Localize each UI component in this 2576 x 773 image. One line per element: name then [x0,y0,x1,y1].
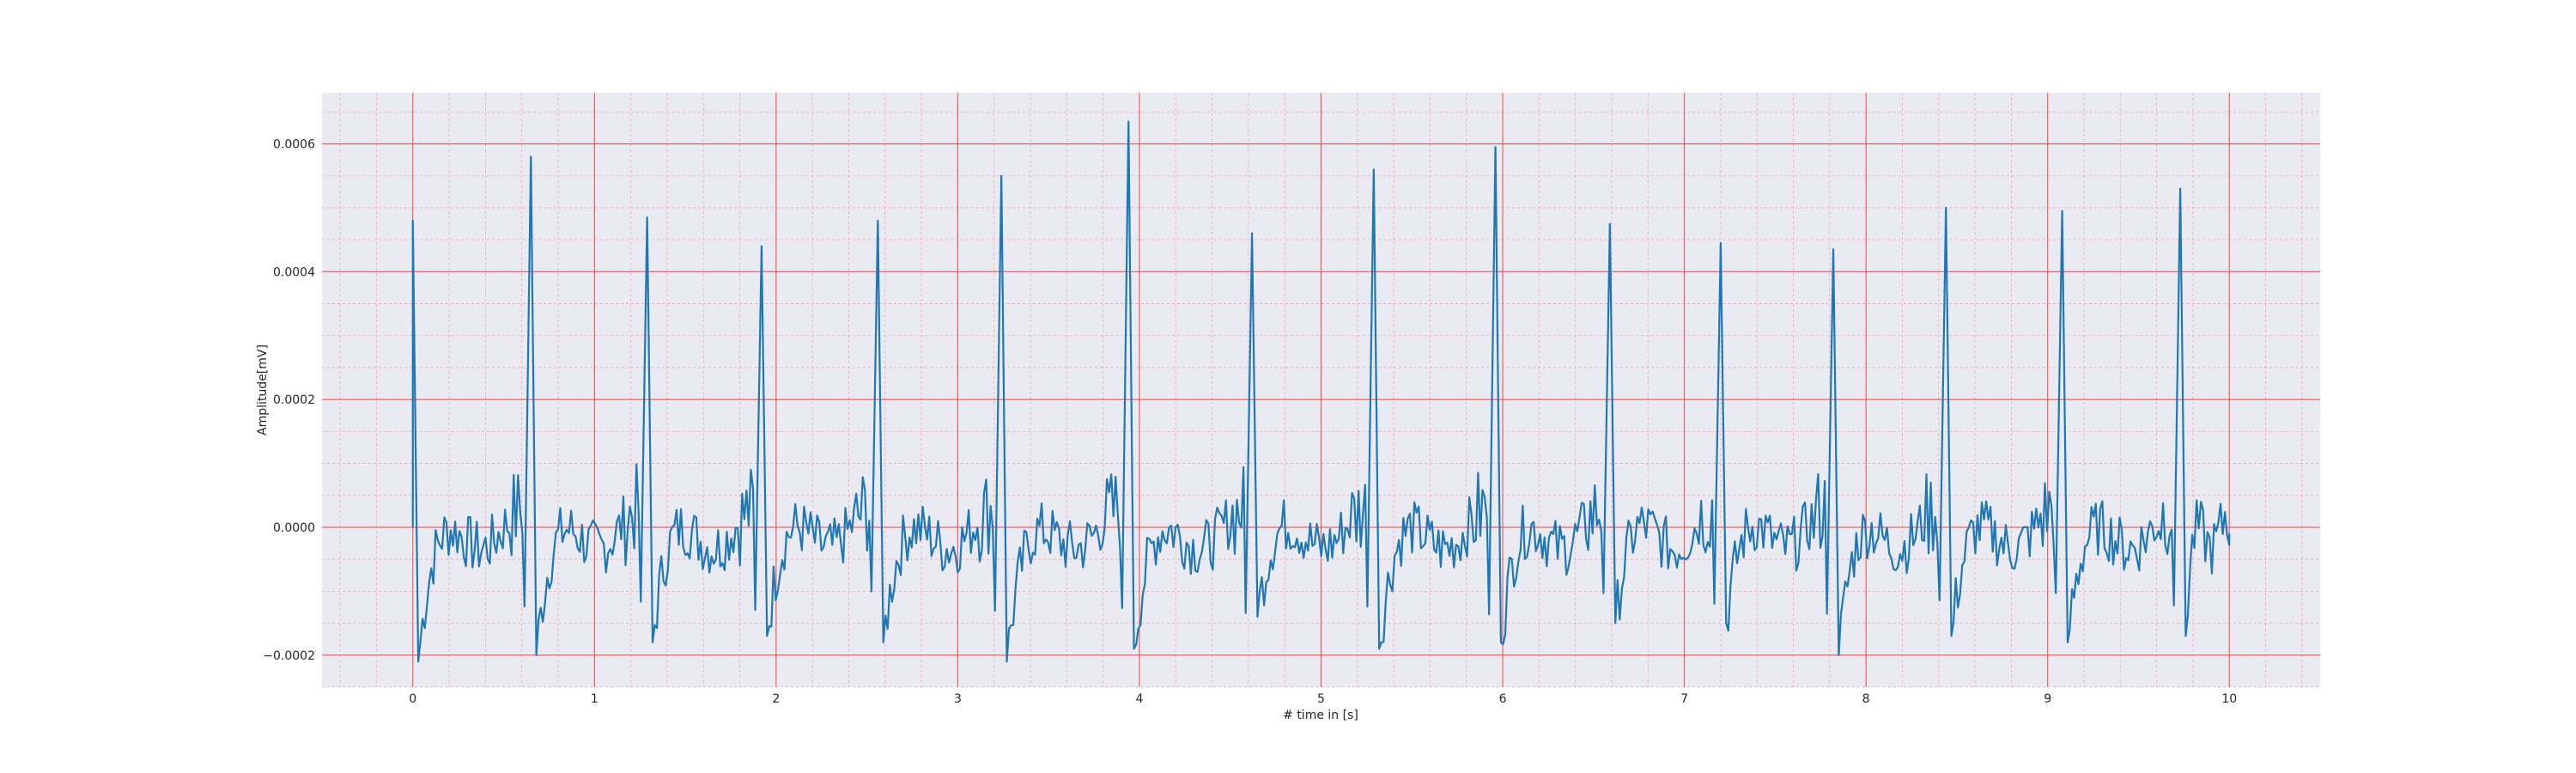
y-tick-label: 0.0002 [273,393,315,407]
y-tick-label: 0.0004 [273,265,315,279]
series-line [411,120,2231,663]
x-tick-label: 3 [954,692,962,706]
major-grid [322,93,2320,687]
x-tick-label: 9 [2044,692,2051,706]
x-tick-label: 1 [591,692,598,706]
y-tick-label: 0.0006 [273,138,315,152]
x-axis-label: # time in [s] [1283,709,1358,722]
y-tick-labels: −0.0002 0.0000 0.0002 0.0004 0.0006 [263,138,315,663]
x-tick-label: 4 [1135,692,1143,706]
x-tick-label: 5 [1317,692,1325,706]
x-tick-label: 7 [1680,692,1688,706]
x-tick-label: 10 [2221,692,2237,706]
x-tick-label: 6 [1499,692,1507,706]
x-tick-label: 8 [1862,692,1870,706]
x-tick-label: 2 [772,692,780,706]
minor-grid [322,93,2320,688]
x-tick-label: 0 [409,692,416,706]
x-tick-labels: 0 1 2 3 4 5 6 7 8 9 10 [409,692,2237,706]
y-tick-label: 0.0000 [273,521,315,535]
y-tick-label: −0.0002 [263,649,315,663]
y-axis-label: Amplitude[mV] [256,344,270,435]
